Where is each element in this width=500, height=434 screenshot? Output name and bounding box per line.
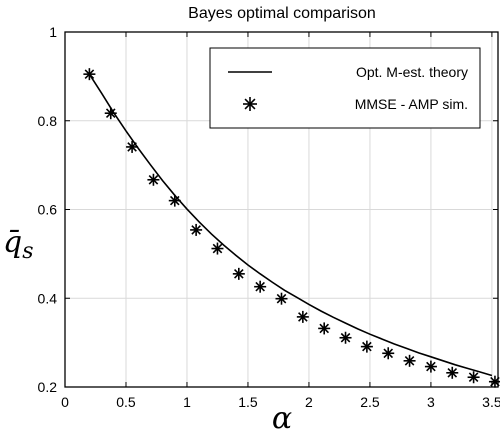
y-axis-label-main: q̄ [3, 225, 22, 260]
x-tick-label: 0 [61, 394, 69, 410]
mmse-marker [254, 281, 266, 293]
x-axis-label: α [272, 401, 292, 434]
legend-box [210, 48, 480, 128]
mmse-marker [468, 371, 480, 383]
legend-marker-swatch [243, 97, 257, 111]
mmse-marker [169, 195, 181, 207]
mmse-marker [318, 322, 330, 334]
legend: Opt. M-est. theory MMSE - AMP sim. [210, 48, 480, 128]
legend-label-mmse: MMSE - AMP sim. [355, 96, 468, 112]
mmse-marker [83, 68, 95, 80]
y-tick-label: 0.4 [38, 290, 58, 306]
x-tick-label: 1.5 [238, 394, 258, 410]
y-tick-label: 0.8 [38, 113, 58, 129]
y-tick-label: 1 [49, 24, 57, 40]
mmse-marker [126, 141, 138, 153]
mmse-marker [233, 268, 245, 280]
x-tick-label: 3 [427, 394, 435, 410]
x-tick-label: 0.5 [116, 394, 136, 410]
y-axis-label-subscript: s [22, 239, 33, 264]
mmse-marker [211, 243, 223, 255]
legend-label-theory: Opt. M-est. theory [356, 64, 468, 80]
mmse-marker [425, 361, 437, 373]
mmse-marker [446, 367, 458, 379]
x-tick-label: 2 [305, 394, 313, 410]
y-tick-label: 0.6 [38, 202, 58, 218]
mmse-marker [382, 347, 394, 359]
x-tick-label: 2.5 [360, 394, 380, 410]
mmse-marker [297, 311, 309, 323]
mmse-marker [404, 355, 416, 367]
x-tick-label: 1 [183, 394, 191, 410]
chart-title: Bayes optimal comparison [188, 5, 376, 22]
mmse-marker [340, 332, 352, 344]
mmse-marker [105, 107, 117, 119]
mmse-marker [276, 293, 288, 305]
mmse-marker [361, 341, 373, 353]
y-tick-label: 0.2 [38, 379, 58, 395]
x-tick-label: 3.5 [482, 394, 500, 410]
mmse-marker [147, 174, 159, 186]
mmse-marker [190, 224, 202, 236]
